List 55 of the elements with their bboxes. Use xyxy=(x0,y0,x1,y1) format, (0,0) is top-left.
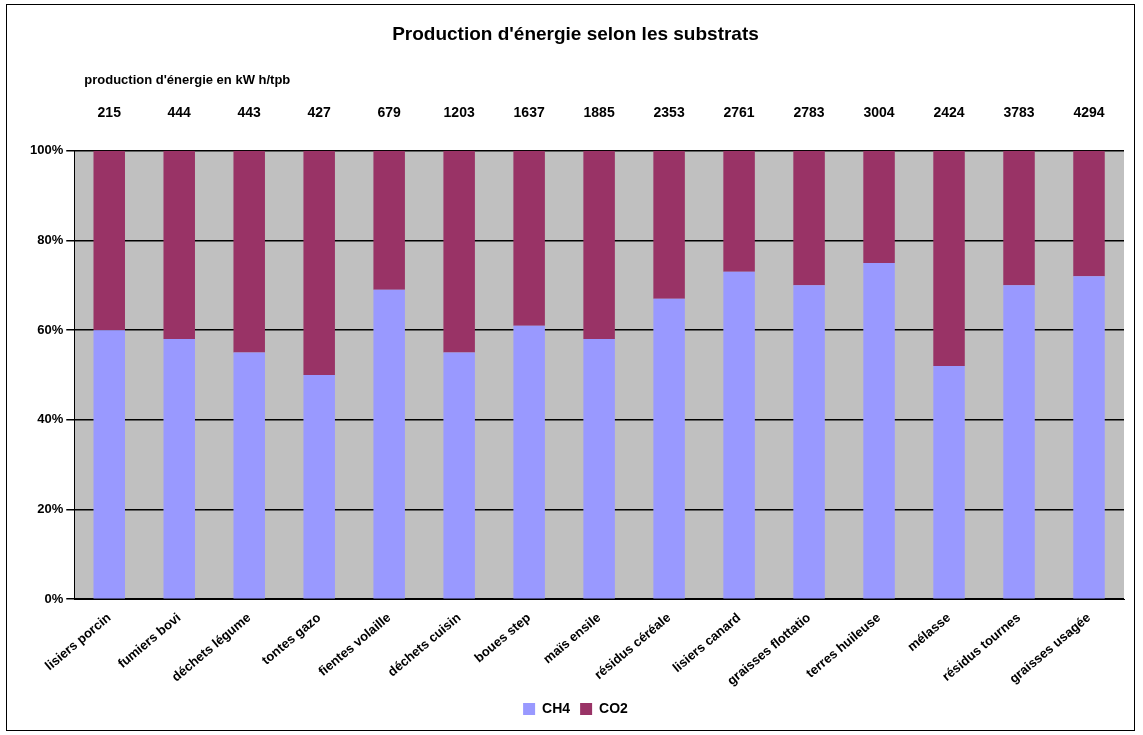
bar xyxy=(1073,276,1105,599)
text: 2783 xyxy=(793,103,825,120)
bar xyxy=(1003,285,1035,599)
y-tick-label: 40% xyxy=(37,411,64,427)
bar xyxy=(373,289,405,599)
text: 2424 xyxy=(933,103,965,120)
text: 2761 xyxy=(723,103,755,120)
legend-label: CO2 xyxy=(599,699,629,716)
bar xyxy=(163,339,195,599)
text: 1203 xyxy=(443,103,475,120)
bar xyxy=(933,366,965,599)
bar xyxy=(233,150,265,353)
y-tick-label: 20% xyxy=(37,501,64,517)
bar xyxy=(443,150,475,353)
legend-label: CH4 xyxy=(542,699,571,716)
text: 2353 xyxy=(653,103,685,120)
bar xyxy=(723,271,755,599)
bar xyxy=(513,150,545,326)
text: 679 xyxy=(377,103,402,120)
bar xyxy=(93,330,125,599)
text: 1637 xyxy=(513,103,545,120)
bar xyxy=(653,298,685,599)
bar xyxy=(583,339,615,599)
text: 4294 xyxy=(1073,103,1105,120)
bar xyxy=(163,150,195,340)
text: 427 xyxy=(307,103,332,120)
bar xyxy=(583,150,615,340)
bar xyxy=(1073,150,1105,277)
text: 3004 xyxy=(863,103,895,120)
text: 444 xyxy=(167,103,192,120)
bar xyxy=(443,352,475,599)
y-tick-label: 60% xyxy=(37,321,64,337)
y-tick-label: 80% xyxy=(37,232,64,248)
bar xyxy=(793,150,825,286)
text: 3783 xyxy=(1003,103,1035,120)
y-tick-label: 0% xyxy=(44,590,64,606)
chart-title: Production d'énergie selon les substrats xyxy=(392,22,759,44)
bar xyxy=(303,150,335,375)
bar xyxy=(1003,150,1035,286)
bar xyxy=(513,325,545,599)
bar xyxy=(233,352,265,599)
bar xyxy=(373,150,405,290)
bar xyxy=(93,150,125,331)
text: production d'énergie en kW h/tpb xyxy=(84,72,291,88)
bar xyxy=(653,150,685,299)
text: 215 xyxy=(97,103,122,120)
bar xyxy=(933,150,965,367)
text: 1885 xyxy=(583,103,615,120)
text: 443 xyxy=(237,103,262,120)
bar xyxy=(303,374,335,599)
bar xyxy=(863,262,895,599)
bar xyxy=(863,150,895,263)
y-tick-label: 100% xyxy=(30,142,64,158)
bar xyxy=(723,150,755,272)
bar xyxy=(793,285,825,599)
